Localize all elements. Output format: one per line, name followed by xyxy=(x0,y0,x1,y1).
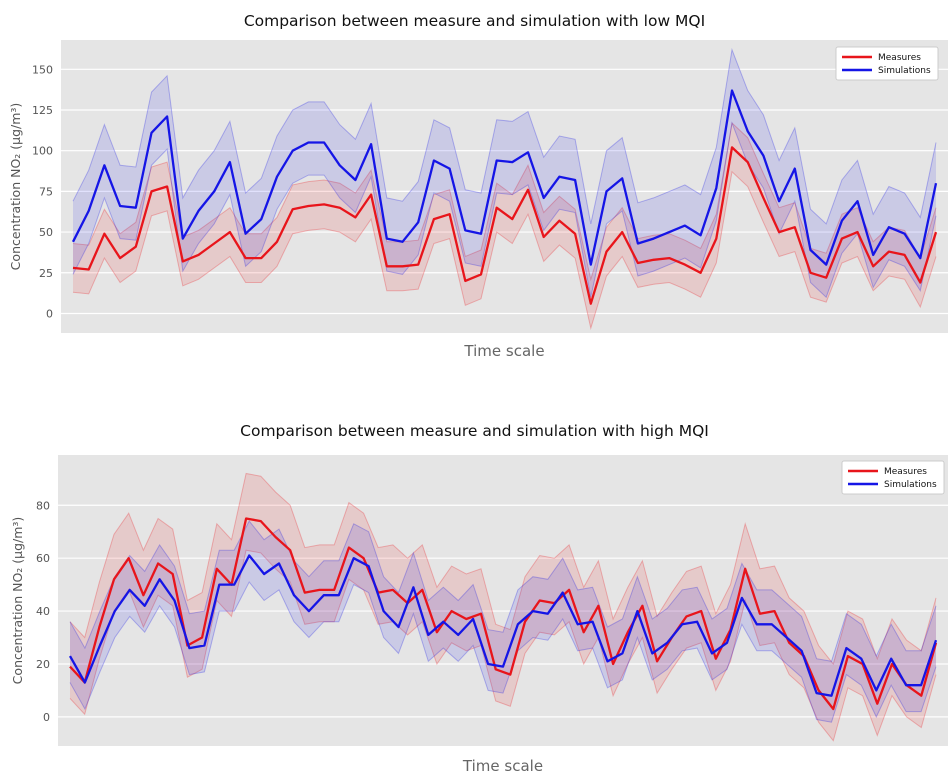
band-lower-edge xyxy=(72,121,937,299)
y-tick-label: 25 xyxy=(39,267,53,280)
band-upper-edge xyxy=(69,520,937,662)
legend-label: Measures xyxy=(884,467,927,477)
y-tick-label: 75 xyxy=(39,185,53,198)
y-axis-label: Concentration NO₂ (µg/m³) xyxy=(8,103,23,271)
series-line-measures xyxy=(72,146,938,305)
plot-area xyxy=(61,40,948,333)
chart-low-mqi: Comparison between measure and simulatio… xyxy=(0,0,949,365)
x-axis-label: Time scale xyxy=(462,757,543,775)
y-tick-label: 40 xyxy=(36,605,50,618)
y-tick-label: 0 xyxy=(46,307,53,320)
legend-box xyxy=(835,46,939,81)
y-tick-label: 50 xyxy=(39,226,53,239)
band-upper-edge xyxy=(72,47,937,225)
band-lower-edge xyxy=(69,581,937,723)
y-tick-label: 80 xyxy=(36,499,50,512)
band-lower-edge xyxy=(72,170,937,331)
series-line-simulations xyxy=(71,89,938,266)
band-lower-edge xyxy=(69,549,937,742)
legend-box xyxy=(841,460,945,495)
legend: Measures Simulations xyxy=(835,46,939,81)
series-line-simulations xyxy=(68,554,938,697)
chart-title: Comparison between measure and simulatio… xyxy=(240,422,709,440)
legend-label: Measures xyxy=(878,53,921,63)
band-upper-edge xyxy=(72,122,937,282)
y-tick-label: 150 xyxy=(32,63,53,76)
legend-label: Simulations xyxy=(884,480,937,490)
chart-title: Comparison between measure and simulatio… xyxy=(243,12,706,30)
series-line-measures xyxy=(69,517,938,711)
x-axis-label: Time scale xyxy=(463,342,544,360)
plot-high-mqi: 0 20 40 60 80 Concentration NO₂ (µg/m³) Time s… xyxy=(10,455,948,775)
legend: Measures Simulations xyxy=(841,460,945,495)
confidence-band-simulations xyxy=(73,49,936,298)
confidence-band-measures xyxy=(73,123,936,329)
legend-label: Simulations xyxy=(878,66,931,76)
chart-high-mqi: Comparison between measure and simulatio… xyxy=(0,410,949,776)
y-tick-label: 125 xyxy=(32,104,53,117)
y-tick-label: 0 xyxy=(43,711,50,724)
plot-low-mqi: 0 25 50 75 100 125 150 Concentration NO₂ (µg/m³… xyxy=(8,40,948,360)
y-tick-label: 60 xyxy=(36,552,50,565)
y-tick-label: 20 xyxy=(36,658,50,671)
y-tick-label: 100 xyxy=(32,145,53,158)
plot-area xyxy=(58,455,948,746)
band-upper-edge xyxy=(69,472,937,666)
confidence-band-measures xyxy=(70,473,936,741)
confidence-band-simulations xyxy=(70,521,936,723)
y-axis-label: Concentration NO₂ (µg/m³) xyxy=(10,517,25,685)
